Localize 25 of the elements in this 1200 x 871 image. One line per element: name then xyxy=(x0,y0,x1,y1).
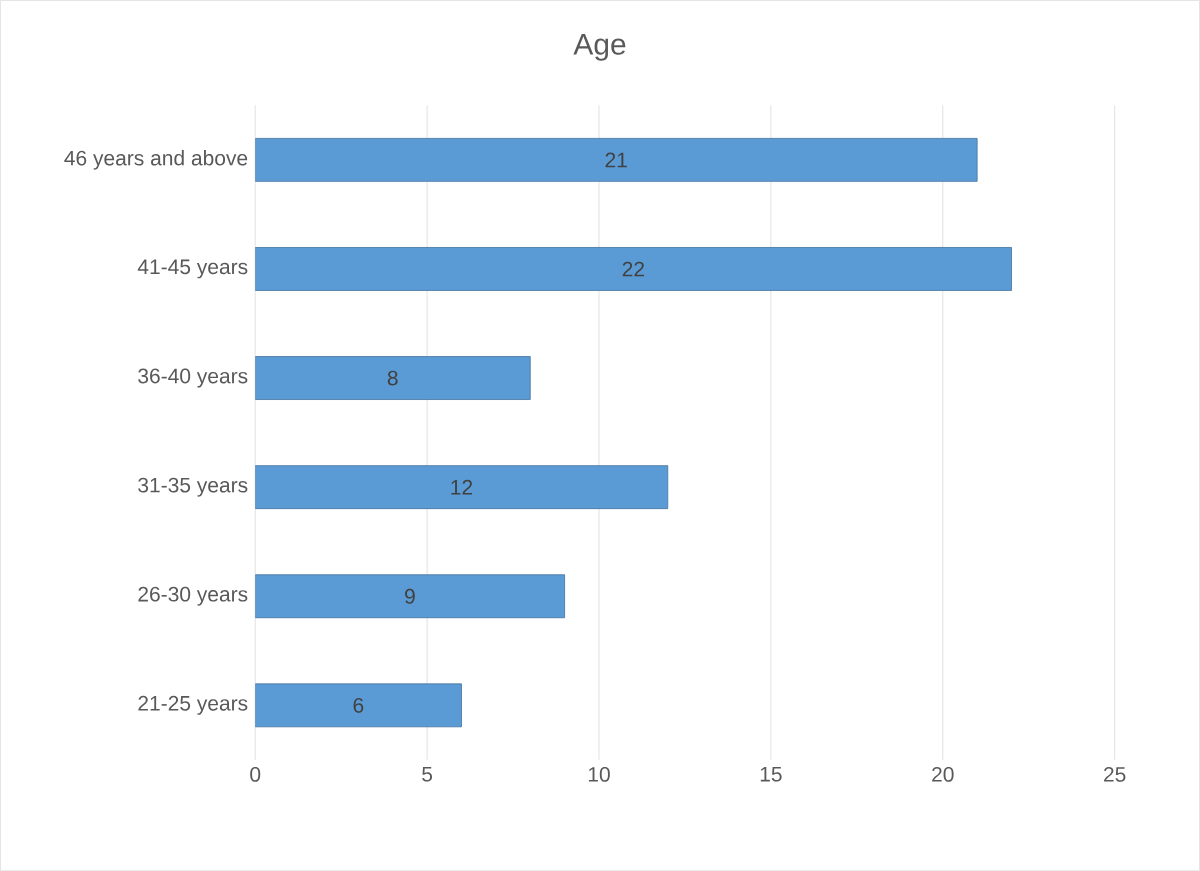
chart-title: Age xyxy=(573,33,626,61)
data-label: 6 xyxy=(353,697,364,713)
data-label: 8 xyxy=(387,370,398,386)
bar xyxy=(255,356,531,400)
y-tick-label: 26-30 years xyxy=(138,586,248,606)
y-tick-label: 36-40 years xyxy=(138,368,248,388)
bar xyxy=(255,246,1012,291)
x-tick-label: 5 xyxy=(422,766,433,782)
data-label: 22 xyxy=(622,261,644,277)
bar xyxy=(255,137,978,182)
bar xyxy=(255,574,566,619)
bar xyxy=(255,683,462,728)
y-tick-label: 46 years and above xyxy=(64,150,248,170)
x-tick-label: 15 xyxy=(760,766,782,782)
bar xyxy=(255,465,669,509)
x-tick-label: 0 xyxy=(250,766,261,782)
x-tick-label: 10 xyxy=(588,766,610,782)
data-label: 12 xyxy=(451,479,473,495)
x-tick-label: 20 xyxy=(932,766,954,782)
y-tick-label: 41-45 years xyxy=(137,259,248,279)
x-tick-label: 25 xyxy=(1104,766,1126,782)
y-tick-label: 21-25 years xyxy=(138,695,248,715)
data-label: 9 xyxy=(405,588,415,604)
data-label: 21 xyxy=(605,152,627,168)
y-tick-label: 31-35 years xyxy=(138,477,248,497)
